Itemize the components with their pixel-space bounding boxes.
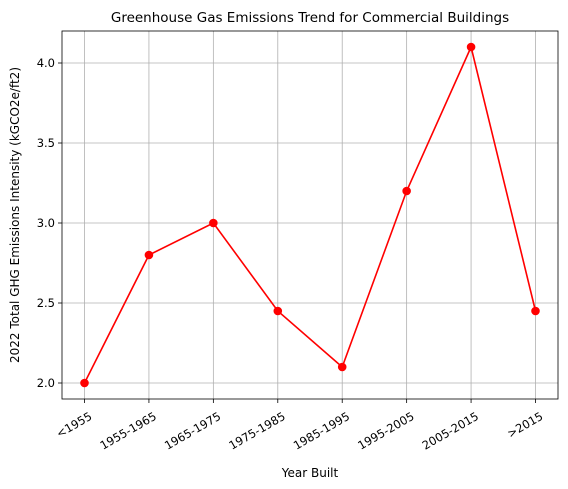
x-tick-label: 1995-2005 (355, 409, 416, 452)
axis-ticks: <1955 1955-1965 1965-1975 1975-1985 1985-199… (37, 56, 546, 453)
x-tick-label: 1985-1995 (291, 409, 352, 452)
y-tick-label: 2.0 (37, 376, 55, 390)
grid (62, 31, 558, 399)
chart-title: Greenhouse Gas Emissions Trend for Comme… (111, 10, 509, 26)
x-tick-label: 1955-1965 (98, 409, 159, 452)
y-tick-label: 3.0 (37, 216, 55, 230)
data-point (531, 306, 540, 316)
x-tick-label: >2015 (505, 409, 546, 441)
data-point (273, 306, 283, 316)
x-tick-label: 2005-2015 (420, 409, 481, 452)
data-point (337, 362, 347, 372)
x-tick-label: <1955 (54, 409, 95, 441)
y-tick-label: 2.5 (37, 296, 55, 310)
data-point (466, 42, 476, 52)
x-tick-label: 1975-1985 (226, 409, 287, 452)
data-point (144, 250, 154, 260)
y-tick-label: 4.0 (37, 56, 55, 70)
series (80, 42, 540, 388)
y-axis-label: 2022 Total GHG Emissions Intensity (kGCO… (8, 67, 22, 363)
data-point (402, 186, 411, 196)
data-point (209, 218, 218, 228)
x-axis-label: Year Built (281, 466, 339, 480)
series-line (83, 44, 537, 384)
plot-frame (61, 30, 559, 400)
x-tick-label: 1965-1975 (162, 409, 223, 452)
data-point (80, 378, 89, 388)
y-tick-label: 3.5 (37, 136, 55, 150)
